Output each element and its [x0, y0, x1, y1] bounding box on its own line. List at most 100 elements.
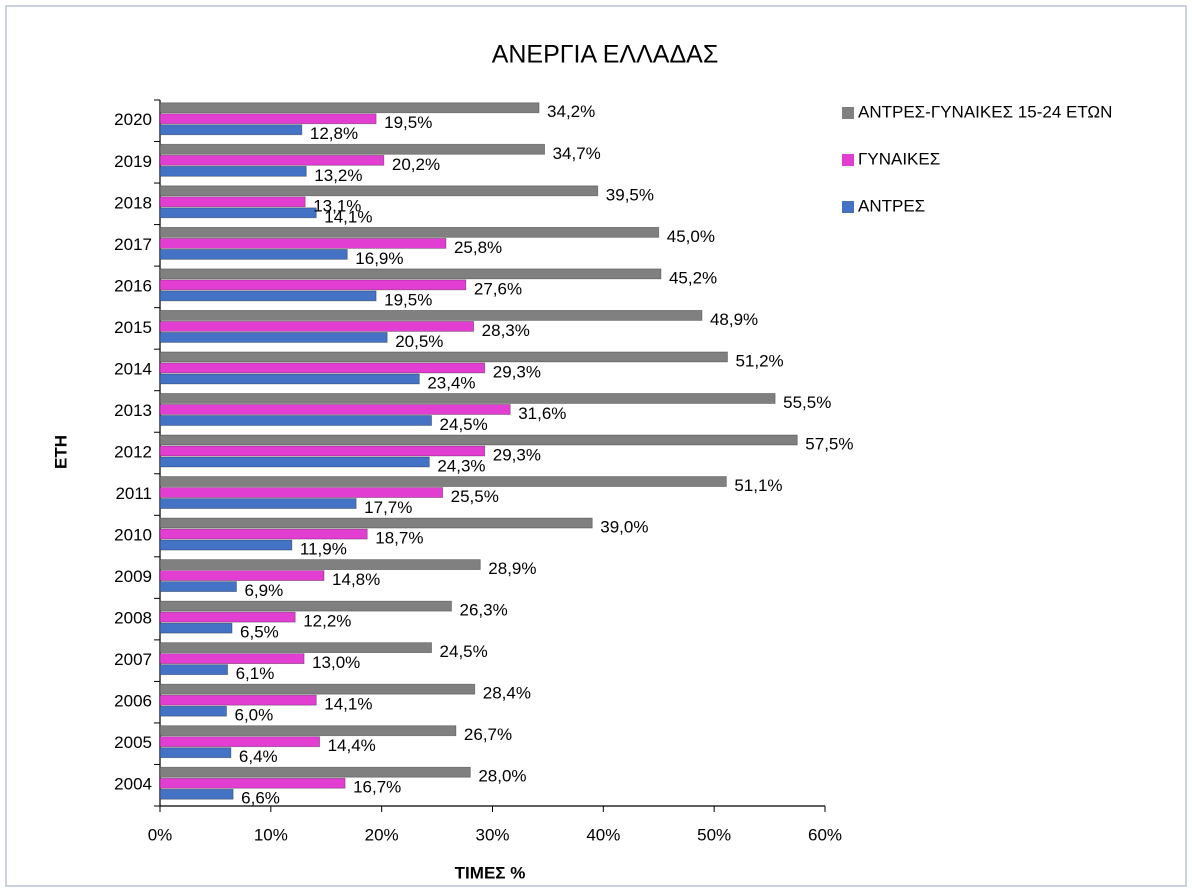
- bar: [159, 196, 306, 208]
- legend-swatch: [842, 201, 854, 213]
- data-label: 25,5%: [451, 487, 499, 506]
- bar: [159, 393, 776, 404]
- data-label: 34,2%: [547, 102, 595, 121]
- data-label: 23,4%: [427, 373, 475, 392]
- bar: [159, 113, 377, 125]
- bar: [159, 694, 317, 706]
- legend-label: ΑΝΤΡΕΣ: [858, 196, 925, 215]
- data-label: 19,5%: [384, 290, 432, 309]
- y-tick-label: 2019: [114, 152, 152, 171]
- bar: [159, 736, 321, 748]
- bar: [159, 570, 325, 581]
- data-label: 28,3%: [482, 321, 530, 340]
- y-tick-label: 2005: [114, 733, 152, 752]
- data-label: 20,5%: [395, 332, 443, 351]
- data-label: 39,0%: [600, 518, 648, 537]
- bar: [159, 404, 511, 415]
- bar: [159, 683, 476, 695]
- y-tick-label: 2014: [114, 359, 152, 378]
- data-label: 55,5%: [783, 393, 831, 412]
- data-label: 14,8%: [332, 570, 380, 589]
- data-label: 28,0%: [478, 767, 526, 786]
- bar: [159, 102, 540, 114]
- bar: [159, 373, 420, 385]
- bar: [159, 788, 234, 800]
- data-label: 39,5%: [606, 185, 654, 204]
- data-label: 48,9%: [710, 310, 758, 329]
- data-label: 6,5%: [240, 623, 279, 642]
- bar: [159, 581, 237, 592]
- x-tick-label: 60%: [808, 825, 842, 844]
- bar: [159, 279, 467, 291]
- y-tick-label: 2020: [114, 110, 152, 129]
- bar: [159, 611, 296, 623]
- data-label: 31,6%: [518, 404, 566, 423]
- bar: [159, 517, 593, 529]
- y-tick-label: 2016: [114, 276, 152, 295]
- data-label: 6,0%: [235, 706, 274, 725]
- y-tick-label: 2013: [114, 401, 152, 420]
- data-label: 29,3%: [493, 445, 541, 464]
- bar: [159, 445, 486, 457]
- bar: [159, 487, 444, 498]
- bar: [159, 310, 703, 321]
- bar: [159, 434, 798, 446]
- data-label: 13,0%: [312, 653, 360, 672]
- data-label: 27,6%: [474, 279, 522, 298]
- y-tick-label: 2018: [114, 193, 152, 212]
- data-label: 11,9%: [300, 540, 347, 559]
- bar: [159, 226, 660, 238]
- bar: [159, 143, 545, 155]
- legend-label: ΑΝΤΡΕΣ-ΓΥΝΑΙΚΕΣ 15-24 ΕΤΩΝ: [858, 102, 1112, 121]
- bar: [159, 185, 599, 197]
- data-label: 28,9%: [488, 559, 536, 578]
- data-label: 24,3%: [437, 456, 485, 475]
- bar: [159, 362, 486, 374]
- bar: [159, 559, 481, 570]
- bar: [159, 124, 303, 136]
- data-label: 19,5%: [384, 113, 432, 132]
- bar: [159, 747, 232, 759]
- bar: [159, 622, 233, 634]
- data-label: 20,2%: [392, 155, 440, 174]
- x-tick-label: 50%: [697, 825, 731, 844]
- data-label: 51,2%: [735, 351, 783, 370]
- bar: [159, 777, 346, 789]
- data-label: 26,3%: [459, 601, 507, 620]
- bar: [159, 642, 432, 654]
- x-axis-title: ΤΙΜΕΣ %: [455, 863, 526, 882]
- bar: [159, 766, 471, 778]
- bar: [159, 653, 305, 665]
- data-label: 17,7%: [364, 498, 412, 517]
- bar: [159, 415, 432, 426]
- data-label: 13,2%: [314, 166, 362, 185]
- bar: [159, 207, 317, 219]
- legend-label: ΓΥΝΑΙΚΕΣ: [858, 149, 940, 168]
- bar: [159, 165, 307, 177]
- x-tick-label: 0%: [148, 825, 173, 844]
- data-label: 14,1%: [324, 207, 372, 226]
- y-tick-label: 2007: [114, 650, 152, 669]
- data-label: 6,1%: [236, 664, 275, 683]
- data-label: 57,5%: [805, 434, 853, 453]
- data-label: 13,1%: [313, 196, 361, 215]
- data-label: 45,2%: [669, 268, 717, 287]
- legend-swatch: [842, 107, 854, 119]
- bar: [159, 456, 430, 468]
- data-label: 24,5%: [440, 415, 488, 434]
- y-tick-label: 2006: [114, 692, 152, 711]
- data-label: 6,9%: [244, 581, 283, 600]
- x-tick-label: 30%: [475, 825, 509, 844]
- bar: [159, 725, 457, 737]
- data-label: 34,7%: [553, 144, 601, 163]
- y-tick-label: 2009: [114, 567, 152, 586]
- data-label: 29,3%: [493, 362, 541, 381]
- y-tick-label: 2017: [114, 235, 152, 254]
- data-label: 51,1%: [734, 476, 782, 495]
- x-tick-label: 40%: [586, 825, 620, 844]
- data-label: 24,5%: [440, 642, 488, 661]
- data-label: 16,9%: [355, 249, 403, 268]
- data-label: 16,7%: [353, 778, 401, 797]
- data-label: 26,7%: [464, 725, 512, 744]
- bar: [159, 498, 357, 509]
